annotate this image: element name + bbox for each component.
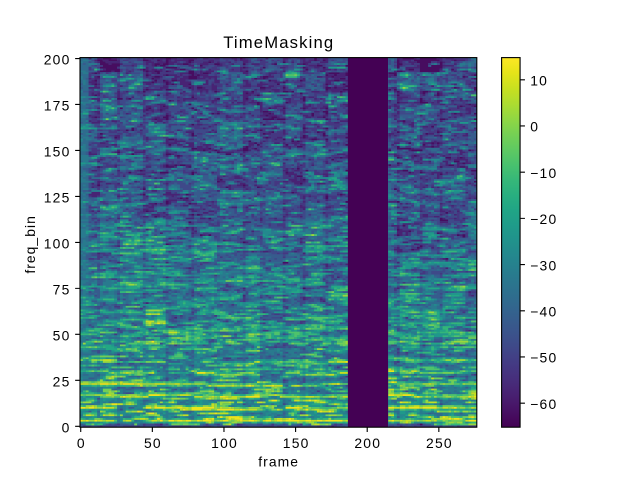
svg-text:250: 250 <box>426 435 453 451</box>
svg-text:75: 75 <box>53 281 71 297</box>
svg-text:freq_bin: freq_bin <box>22 215 38 274</box>
svg-text:100: 100 <box>211 435 238 451</box>
svg-text:0: 0 <box>530 119 539 135</box>
svg-text:−60: −60 <box>530 396 557 412</box>
svg-text:100: 100 <box>44 235 71 251</box>
svg-text:50: 50 <box>53 327 71 343</box>
svg-text:0: 0 <box>62 419 71 435</box>
svg-text:−10: −10 <box>530 165 557 181</box>
svg-text:TimeMasking: TimeMasking <box>223 33 334 52</box>
svg-text:200: 200 <box>44 52 71 68</box>
svg-text:25: 25 <box>53 373 71 389</box>
svg-text:125: 125 <box>44 189 71 205</box>
svg-text:−50: −50 <box>530 350 557 366</box>
svg-text:−40: −40 <box>530 303 557 319</box>
svg-text:150: 150 <box>44 143 71 159</box>
svg-text:frame: frame <box>258 454 299 470</box>
svg-text:150: 150 <box>283 435 310 451</box>
svg-text:0: 0 <box>77 435 86 451</box>
svg-text:−30: −30 <box>530 257 557 273</box>
svg-text:175: 175 <box>44 97 71 113</box>
svg-text:50: 50 <box>144 435 162 451</box>
svg-text:200: 200 <box>354 435 381 451</box>
svg-text:−20: −20 <box>530 211 557 227</box>
svg-text:10: 10 <box>530 72 548 88</box>
